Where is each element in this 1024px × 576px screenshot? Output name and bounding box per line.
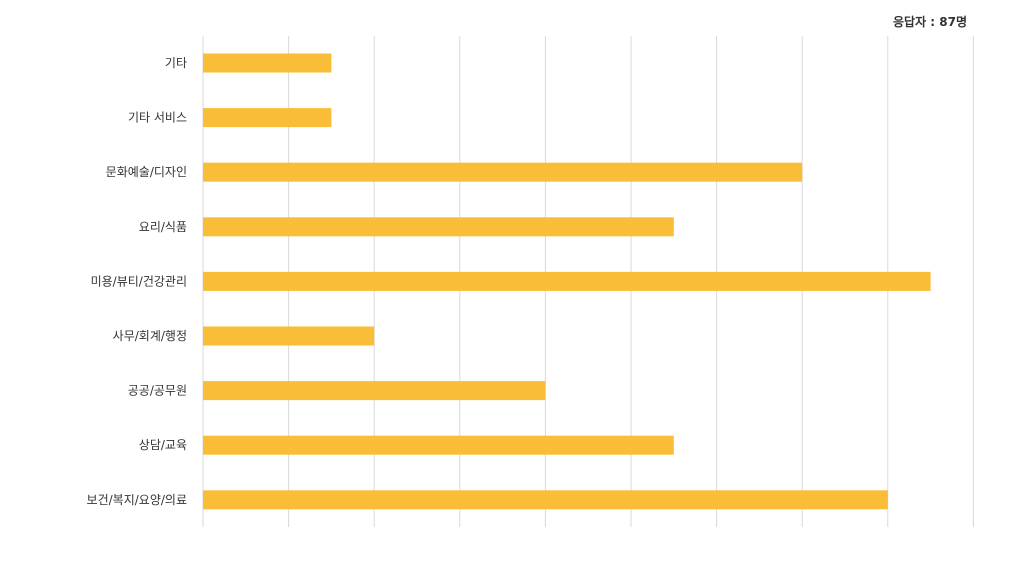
category-label: 문화예술/디자인 — [106, 165, 187, 179]
category-label: 공공/공무원 — [128, 384, 187, 398]
bar — [203, 162, 803, 182]
bar — [203, 490, 888, 510]
category-label: 기타 서비스 — [128, 111, 187, 125]
bar — [203, 435, 674, 455]
bar — [203, 108, 332, 128]
category-label: 기타 — [165, 56, 187, 70]
category-label: 보건/복지/요양/의료 — [87, 493, 187, 507]
bar — [203, 53, 332, 73]
bar — [203, 217, 674, 237]
category-label: 미용/뷰티/건강관리 — [91, 274, 187, 288]
bars — [203, 53, 931, 510]
category-label: 상담/교육 — [139, 438, 187, 452]
respondent-count: 응답자 : 87명 — [892, 15, 967, 29]
bar — [203, 326, 375, 346]
category-label: 사무/회계/행정 — [113, 328, 187, 343]
bar — [203, 381, 546, 401]
bar — [203, 271, 931, 291]
category-label: 요리/식품 — [139, 220, 187, 234]
